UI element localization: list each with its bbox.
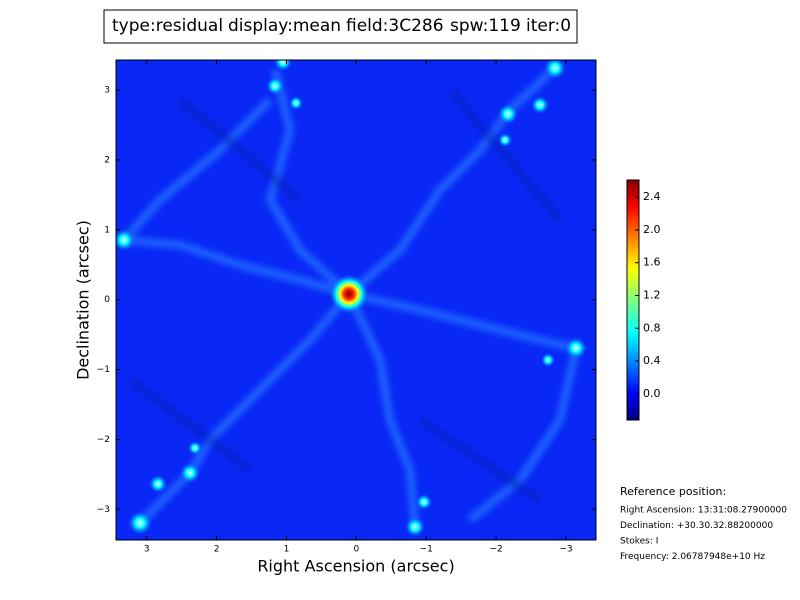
y-tick-label: −2 [97,435,110,445]
colorbar [626,179,640,421]
y-tick-label: 1 [104,225,110,235]
colorbar-tick-label: 1.6 [643,256,661,269]
y-tick-label: 2 [104,155,110,165]
y-tick-label: −3 [97,505,110,515]
colorbar-tick-label: 0.4 [643,354,661,367]
header-item: field:3C286 [346,16,444,36]
reference-line: Right Ascension: 13:31:08.27900000 [620,506,787,516]
colorbar-tick-label: 0.0 [643,387,661,400]
reference-line: Declination: +30.30.32.88200000 [620,521,773,531]
reference-title: Reference position: [620,485,726,498]
x-tick-label: 0 [353,545,359,555]
x-tick-label: 2 [214,545,220,555]
x-tick-label: 3 [144,545,150,555]
reference-line: Stokes: I [620,537,658,547]
colorbar-tick-label: 0.8 [643,321,661,334]
colorbar-tick-label: 2.4 [643,190,661,203]
header-item: spw:119 [450,16,521,36]
y-tick-label: 0 [104,295,110,305]
y-axis-label: Declination (arcsec) [74,220,93,380]
header-item: display:mean [228,16,341,36]
x-tick-label: −2 [489,545,502,555]
x-tick-label: 1 [284,545,290,555]
reference-line: Frequency: 2.06787948e+10 Hz [620,552,765,562]
header-item: iter:0 [526,16,571,36]
residual-image [116,60,596,540]
colorbar-tick-label: 1.2 [643,288,661,301]
colorbar-tick-label: 2.0 [643,223,661,236]
x-axis-label: Right Ascension (arcsec) [257,557,454,576]
header-item: type:residual [112,16,223,36]
header-box [103,9,578,44]
x-tick-label: −3 [559,545,572,555]
y-tick-label: 3 [104,86,110,96]
x-tick-label: −1 [420,545,433,555]
y-tick-label: −1 [97,365,110,375]
